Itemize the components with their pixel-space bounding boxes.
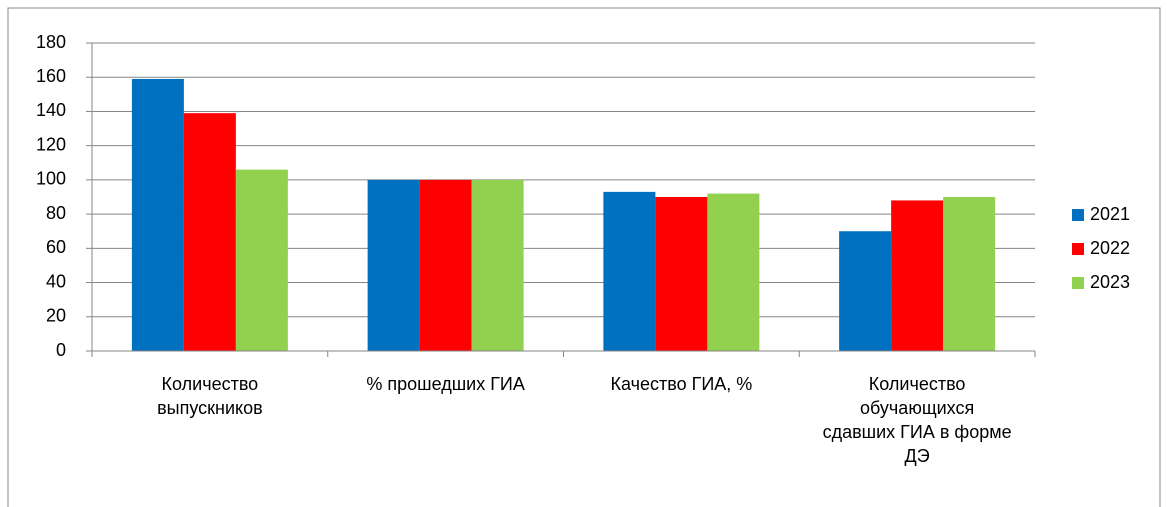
y-tick-label: 160 (36, 66, 66, 86)
y-tick-label: 80 (46, 203, 66, 223)
legend-label: 2023 (1090, 272, 1130, 292)
bar (891, 200, 944, 351)
bar (707, 193, 760, 351)
bar (235, 169, 288, 351)
y-tick-label: 20 (46, 306, 66, 326)
x-tick-label: % прошедших ГИА (366, 374, 525, 394)
y-tick-label: 40 (46, 271, 66, 291)
bar (655, 197, 708, 351)
y-tick-label: 0 (56, 340, 66, 360)
x-tick-label: Количество обучающихся сдавших ГИА в фор… (822, 374, 1012, 466)
x-tick-label: Качество ГИА, % (610, 374, 753, 394)
bar (943, 197, 996, 351)
bar (131, 78, 184, 351)
legend-swatch (1072, 209, 1084, 221)
bar (367, 179, 420, 351)
x-tick-label: Количество выпускников (157, 374, 263, 418)
bar (471, 179, 524, 351)
bar (603, 191, 656, 351)
y-tick-label: 60 (46, 237, 66, 257)
bar (183, 113, 236, 352)
legend-label: 2021 (1090, 204, 1130, 224)
bar (839, 231, 892, 351)
y-tick-label: 140 (36, 100, 66, 120)
chart-frame (7, 7, 1161, 507)
bar (419, 179, 472, 351)
y-tick-label: 100 (36, 169, 66, 189)
y-tick-label: 180 (36, 32, 66, 52)
legend-swatch (1072, 277, 1084, 289)
legend-label: 2022 (1090, 238, 1130, 258)
legend-swatch (1072, 243, 1084, 255)
y-tick-label: 120 (36, 134, 66, 154)
